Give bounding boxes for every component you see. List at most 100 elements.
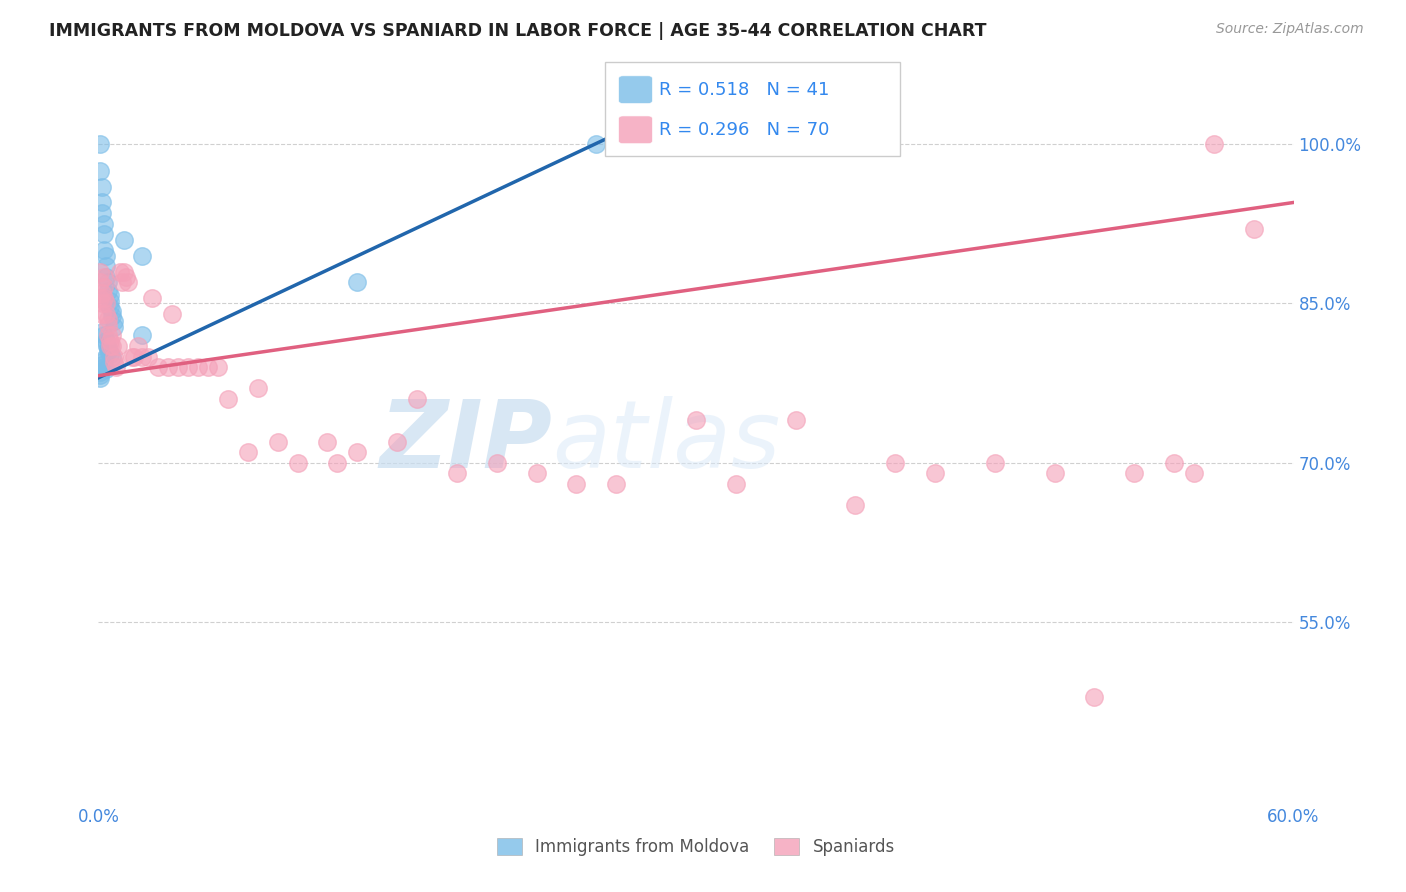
Point: [96, 307, 118, 321]
Point: [101, 350, 124, 364]
Point: [121, 350, 143, 364]
Point: [446, 467, 468, 481]
Point: [105, 360, 128, 375]
Point: [112, 233, 135, 247]
Point: [89, 264, 111, 278]
Point: [177, 360, 200, 375]
Point: [91, 285, 114, 300]
Point: [136, 350, 159, 364]
Point: [91, 296, 114, 310]
Point: [98, 294, 122, 309]
Point: [101, 309, 124, 323]
Point: [127, 339, 149, 353]
Point: [89, 291, 111, 305]
Point: [1182, 467, 1205, 481]
Point: [98, 300, 122, 314]
Point: [96, 336, 118, 351]
Point: [148, 360, 170, 375]
Point: [96, 269, 118, 284]
Point: [585, 136, 607, 151]
Point: [96, 296, 118, 310]
Point: [91, 195, 114, 210]
Point: [91, 325, 114, 339]
Point: [101, 328, 124, 343]
Point: [101, 303, 124, 318]
Point: [785, 413, 807, 427]
Point: [96, 249, 118, 263]
Point: [316, 434, 339, 449]
Point: [89, 368, 111, 382]
Point: [103, 319, 125, 334]
Point: [167, 360, 190, 375]
Point: [96, 334, 118, 348]
Point: [89, 366, 111, 380]
Point: [197, 360, 219, 375]
Point: [107, 339, 129, 353]
Text: Source: ZipAtlas.com: Source: ZipAtlas.com: [1216, 22, 1364, 37]
Point: [96, 259, 118, 273]
Point: [485, 456, 508, 470]
Point: [93, 217, 115, 231]
Point: [98, 339, 122, 353]
Point: [326, 456, 349, 470]
Point: [91, 206, 114, 220]
Point: [844, 498, 866, 512]
Text: R = 0.518   N = 41: R = 0.518 N = 41: [659, 80, 830, 99]
Point: [97, 312, 120, 326]
Point: [1043, 467, 1066, 481]
Point: [884, 456, 907, 470]
Point: [406, 392, 429, 406]
Point: [131, 249, 153, 263]
Point: [984, 456, 1007, 470]
Point: [103, 314, 125, 328]
Point: [103, 350, 125, 364]
Point: [91, 307, 114, 321]
Point: [97, 344, 120, 359]
Point: [110, 264, 132, 278]
Point: [131, 350, 153, 364]
Point: [93, 269, 115, 284]
Text: IMMIGRANTS FROM MOLDOVA VS SPANIARD IN LABOR FORCE | AGE 35-44 CORRELATION CHART: IMMIGRANTS FROM MOLDOVA VS SPANIARD IN L…: [49, 22, 987, 40]
Point: [93, 328, 115, 343]
Point: [267, 434, 290, 449]
Point: [217, 392, 239, 406]
Point: [565, 477, 588, 491]
Point: [101, 339, 124, 353]
Point: [89, 163, 111, 178]
Point: [93, 227, 115, 242]
Point: [187, 360, 209, 375]
Point: [111, 275, 134, 289]
Point: [93, 280, 115, 294]
Point: [93, 244, 115, 258]
Legend: Immigrants from Moldova, Spaniards: Immigrants from Moldova, Spaniards: [491, 831, 901, 863]
Point: [160, 307, 183, 321]
Point: [157, 360, 180, 375]
Point: [526, 467, 548, 481]
Point: [98, 347, 122, 361]
Point: [1202, 136, 1225, 151]
Text: ZIP: ZIP: [380, 395, 553, 488]
Point: [1123, 467, 1146, 481]
Point: [141, 291, 163, 305]
Point: [98, 334, 122, 348]
Point: [93, 291, 115, 305]
Point: [112, 264, 135, 278]
Point: [131, 328, 153, 343]
Point: [89, 136, 111, 151]
Point: [97, 284, 120, 298]
Point: [605, 477, 627, 491]
Point: [1163, 456, 1185, 470]
Point: [97, 341, 120, 355]
Point: [115, 269, 138, 284]
Text: atlas: atlas: [553, 396, 780, 487]
Point: [93, 351, 115, 366]
Point: [117, 275, 139, 289]
Point: [1243, 222, 1265, 236]
Point: [89, 275, 111, 289]
Point: [93, 360, 115, 375]
Point: [91, 358, 114, 372]
Point: [91, 179, 114, 194]
Point: [89, 371, 111, 385]
Point: [724, 477, 747, 491]
Point: [97, 328, 120, 343]
